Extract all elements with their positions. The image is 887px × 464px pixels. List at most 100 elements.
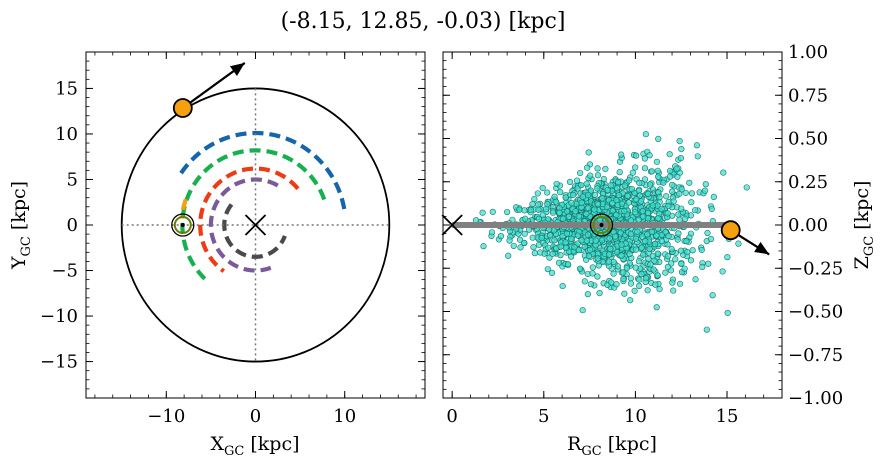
object-marker-rz <box>720 220 741 241</box>
y-tick-label: −0.25 <box>788 258 843 279</box>
star-point <box>653 232 660 239</box>
y-tick-label: 1.00 <box>788 42 828 63</box>
star-point <box>669 181 676 189</box>
y-tick-label: −0.75 <box>788 345 843 366</box>
star-point <box>682 215 689 222</box>
star-point <box>632 246 640 253</box>
galactic-center-marker-rz-stroke <box>441 214 463 236</box>
star-point <box>583 180 590 187</box>
star-point <box>667 173 674 180</box>
star-point <box>666 151 673 158</box>
star-point <box>620 275 627 283</box>
star-point <box>669 279 676 286</box>
star-point <box>652 281 659 288</box>
star-point <box>699 263 706 271</box>
star-point <box>562 244 569 251</box>
star-point <box>639 233 646 240</box>
star-point <box>480 243 487 250</box>
star-point <box>618 252 625 259</box>
y-tick-label: 5 <box>67 169 78 190</box>
star-point <box>544 189 551 196</box>
star-point <box>646 245 653 253</box>
star-point <box>641 155 648 162</box>
star-point <box>587 281 594 288</box>
star-point <box>678 145 685 153</box>
galactic-center-marker-stroke <box>244 214 267 236</box>
star-point <box>620 269 627 276</box>
y-tick-label: −5 <box>51 261 78 282</box>
star-point <box>600 175 607 183</box>
star-point <box>665 233 672 240</box>
star-point <box>548 269 556 276</box>
star-point <box>650 266 657 273</box>
star-point <box>629 169 637 176</box>
star-point <box>625 199 632 206</box>
star-point <box>656 285 663 293</box>
star-point <box>631 287 638 294</box>
star-point <box>684 248 691 256</box>
star-point <box>687 212 695 219</box>
star-point <box>594 172 602 179</box>
star-point <box>664 253 672 260</box>
star-point <box>623 264 630 272</box>
star-point <box>677 155 684 162</box>
star-point <box>614 263 622 270</box>
star-point <box>702 181 709 188</box>
right-panel-static <box>441 131 770 333</box>
star-point <box>575 247 582 254</box>
x-tick-label: 0 <box>446 406 457 427</box>
star-point <box>572 208 579 215</box>
star-point <box>557 243 564 250</box>
star-point <box>521 207 528 214</box>
star-point <box>539 184 546 192</box>
star-point <box>589 270 596 277</box>
star-point <box>562 239 569 246</box>
sun-marker-rz-ring <box>592 216 611 234</box>
star-point <box>635 258 643 265</box>
star-point <box>577 169 584 177</box>
star-point <box>642 238 649 245</box>
star-point <box>655 135 662 142</box>
star-point <box>576 265 584 272</box>
star-point <box>570 191 577 199</box>
star-point <box>581 278 588 285</box>
star-point <box>605 251 613 258</box>
star-point <box>640 251 647 258</box>
star-point <box>591 206 598 213</box>
star-point <box>551 237 558 244</box>
star-point <box>612 233 619 240</box>
star-point <box>618 200 626 207</box>
star-point <box>636 282 643 289</box>
star-point <box>606 235 613 242</box>
star-point <box>642 131 649 138</box>
y-tick-label: −10 <box>40 306 78 327</box>
star-point <box>573 177 581 184</box>
y-tick-label: −0.50 <box>788 302 843 323</box>
star-point <box>654 272 661 279</box>
star-point <box>676 280 684 287</box>
star-point <box>654 250 661 257</box>
star-point <box>638 244 645 251</box>
star-point <box>710 193 717 201</box>
star-point <box>589 264 596 271</box>
y-tick-label: 15 <box>55 78 78 99</box>
star-point <box>559 282 566 290</box>
star-point <box>521 239 528 246</box>
star-point <box>632 235 640 242</box>
spiral-arms <box>177 130 347 284</box>
star-point <box>624 192 631 199</box>
star-point <box>669 188 676 195</box>
star-point <box>720 169 727 176</box>
x-tick-label: 0 <box>250 406 261 427</box>
star-point <box>566 178 574 185</box>
star-point <box>621 182 628 189</box>
star-point <box>615 179 622 186</box>
object-marker <box>172 98 193 118</box>
star-point <box>687 257 695 264</box>
y-tick-label: 10 <box>55 124 78 145</box>
x-tick-label: 10 <box>624 406 647 427</box>
star-point <box>648 168 656 175</box>
star-point <box>674 173 681 180</box>
spiral-arm-2 <box>198 166 300 273</box>
sun-marker-dot <box>180 223 185 227</box>
